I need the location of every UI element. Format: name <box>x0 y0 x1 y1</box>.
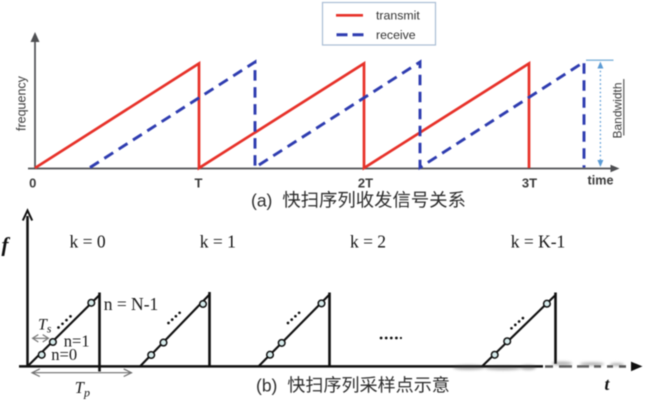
svg-text:2T: 2T <box>358 175 373 190</box>
svg-text:f: f <box>2 233 11 257</box>
svg-text:(a): (a) <box>251 191 272 211</box>
svg-text:3T: 3T <box>522 175 537 190</box>
svg-text:receive: receive <box>376 28 416 42</box>
svg-text:frequency: frequency <box>15 75 29 131</box>
svg-text:time: time <box>588 174 614 188</box>
svg-text:n = N-1: n = N-1 <box>104 294 159 314</box>
svg-text:transmit: transmit <box>376 9 420 23</box>
svg-text:n=1: n=1 <box>64 331 90 350</box>
svg-text:T: T <box>195 175 203 190</box>
svg-text:t: t <box>605 374 611 394</box>
svg-text:Bandwidth: Bandwidth <box>611 82 625 138</box>
svg-text:k = 1: k = 1 <box>200 232 236 252</box>
svg-text:k = K-1: k = K-1 <box>511 232 566 252</box>
svg-text:k = 0: k = 0 <box>70 232 106 252</box>
svg-text:(b): (b) <box>256 375 277 395</box>
svg-text:k = 2: k = 2 <box>350 232 386 252</box>
svg-text:n=0: n=0 <box>51 345 77 364</box>
svg-text:0: 0 <box>29 175 36 190</box>
